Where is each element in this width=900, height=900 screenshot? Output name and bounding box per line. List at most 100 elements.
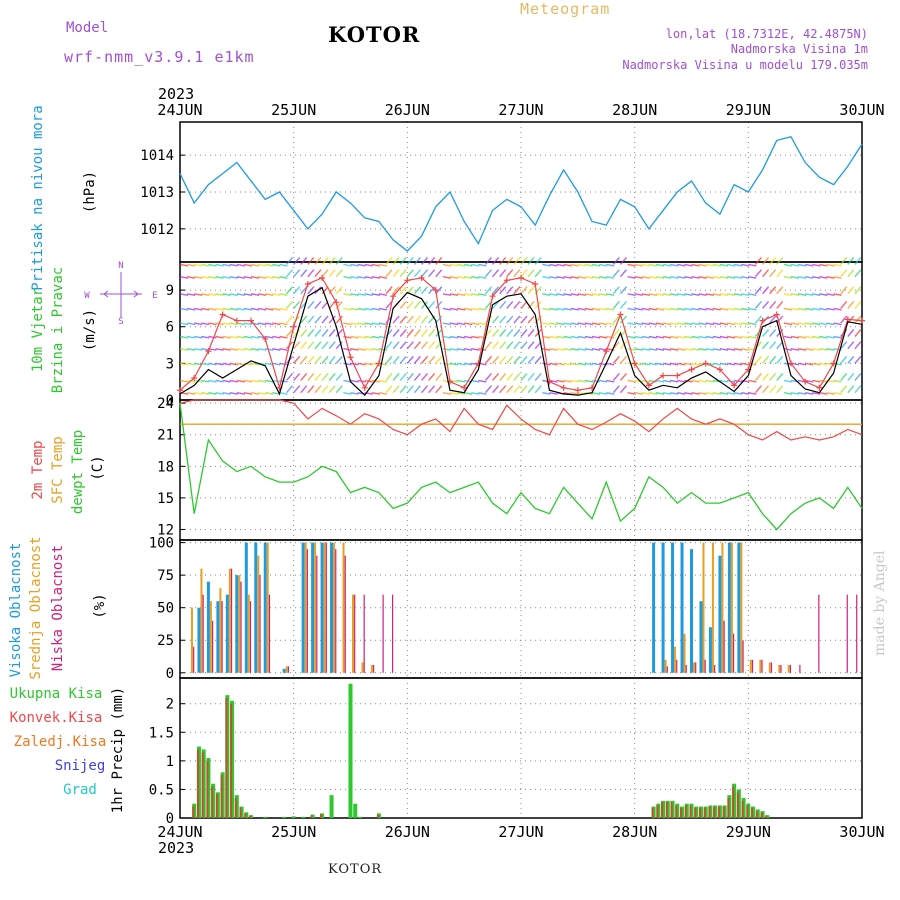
meteogram-label: Meteogram	[520, 0, 611, 18]
cloud-bar-0	[661, 542, 665, 673]
model-label: Model	[66, 20, 109, 36]
wind-barb	[307, 300, 315, 309]
cloud-bar-0	[320, 542, 324, 673]
wind-barb	[854, 329, 862, 337]
wind-barb	[421, 355, 429, 364]
wind-barb	[279, 307, 288, 311]
year-label-top: 2023	[158, 85, 194, 103]
wind-barb	[357, 307, 366, 311]
wind-barb	[556, 322, 565, 326]
wind-gust-marker	[361, 384, 368, 391]
wind-barb	[250, 335, 260, 339]
wind-barb	[648, 391, 658, 395]
wind-barb	[272, 322, 281, 326]
wind-barb	[194, 322, 203, 326]
cloud-bar-0	[263, 542, 267, 673]
wind-barb	[769, 256, 777, 265]
wind-barb	[456, 293, 466, 296]
wind-barb	[406, 329, 414, 337]
wind-barb	[797, 275, 807, 279]
watermark: made by Angel	[872, 550, 888, 656]
wind-barb	[563, 275, 572, 279]
wind-barb	[805, 322, 814, 326]
wind-barb	[499, 286, 507, 295]
wind-barb	[684, 307, 693, 311]
cloud-bar-2	[666, 666, 668, 673]
wind-barb	[478, 391, 487, 395]
cloud-bar-2	[780, 664, 782, 673]
wind-barb	[769, 329, 777, 337]
wind-barb	[250, 348, 260, 351]
ylabel-wind-2: Brzina i Pravac	[50, 267, 66, 393]
cloud-bar-1	[740, 542, 743, 673]
wind-barb	[726, 307, 736, 311]
wind-barb	[776, 269, 784, 278]
wind-barb	[854, 300, 862, 309]
wind-barb	[321, 286, 329, 295]
wind-barb	[762, 256, 770, 265]
wind-barb	[194, 391, 203, 395]
wind-barb	[229, 307, 238, 311]
wind-barb	[399, 300, 407, 309]
wind-barb	[812, 307, 821, 311]
wind-barb	[691, 391, 700, 395]
wind-barb	[797, 263, 807, 267]
wind-barb	[520, 269, 528, 278]
wind-barb	[229, 391, 238, 395]
wind-barb	[484, 373, 493, 381]
wind-barb	[343, 263, 352, 267]
wind-barb	[364, 335, 373, 339]
wind-barb	[222, 348, 231, 351]
wind-barb	[350, 362, 359, 366]
wind-barb	[179, 335, 189, 339]
wind-barb	[478, 379, 487, 383]
wind-barb	[506, 341, 514, 350]
wind-gust-marker	[759, 317, 766, 324]
wind-barb	[549, 348, 558, 351]
x-tick-top-26JUN: 26JUN	[385, 101, 430, 119]
wind-barb	[670, 263, 679, 267]
wind-barb	[179, 322, 189, 326]
wind-barb	[513, 329, 521, 337]
wind-barb	[854, 341, 862, 350]
wind-barb	[215, 307, 224, 311]
wind-barb	[599, 293, 608, 296]
cloud-bar-0	[301, 542, 305, 673]
wind-barb	[584, 293, 594, 296]
wind-barb	[847, 355, 855, 364]
wind-barb	[570, 322, 579, 326]
wind-barb	[300, 329, 308, 337]
wind-barb	[471, 307, 480, 311]
wind-barb	[726, 391, 736, 395]
y-tick-clouds: 50	[157, 601, 174, 617]
wind-barb	[421, 256, 429, 265]
wind-barb	[279, 335, 288, 339]
wind-barb	[819, 362, 828, 366]
wind-barb	[570, 307, 579, 311]
wind-barb	[286, 315, 294, 324]
wind-barb	[570, 275, 579, 279]
wind-barb	[819, 348, 828, 351]
wind-barb	[840, 256, 848, 265]
wind-barb	[805, 379, 814, 383]
wind-barb	[627, 263, 636, 267]
precip-conv-bar	[765, 815, 768, 818]
wind-barb	[854, 286, 862, 295]
wind-barb	[350, 379, 359, 383]
wind-barb	[258, 293, 267, 296]
wind-barb	[335, 315, 343, 324]
precip-conv-bar	[656, 805, 659, 818]
cloud-bar-2	[212, 620, 214, 673]
wind-barb	[577, 307, 586, 311]
wind-barb	[435, 256, 443, 265]
ylabel-temp: 2m Temp	[30, 440, 46, 499]
wind-barb	[250, 293, 260, 296]
y-tick-wind: 9	[166, 283, 174, 299]
cloud-bar-0	[282, 668, 286, 673]
wind-barb	[272, 263, 281, 267]
wind-barb	[741, 293, 750, 296]
wind-barb	[741, 322, 750, 326]
wind-barb	[484, 315, 493, 324]
wind-barb	[641, 362, 650, 366]
precip-conv-bar	[665, 802, 668, 818]
